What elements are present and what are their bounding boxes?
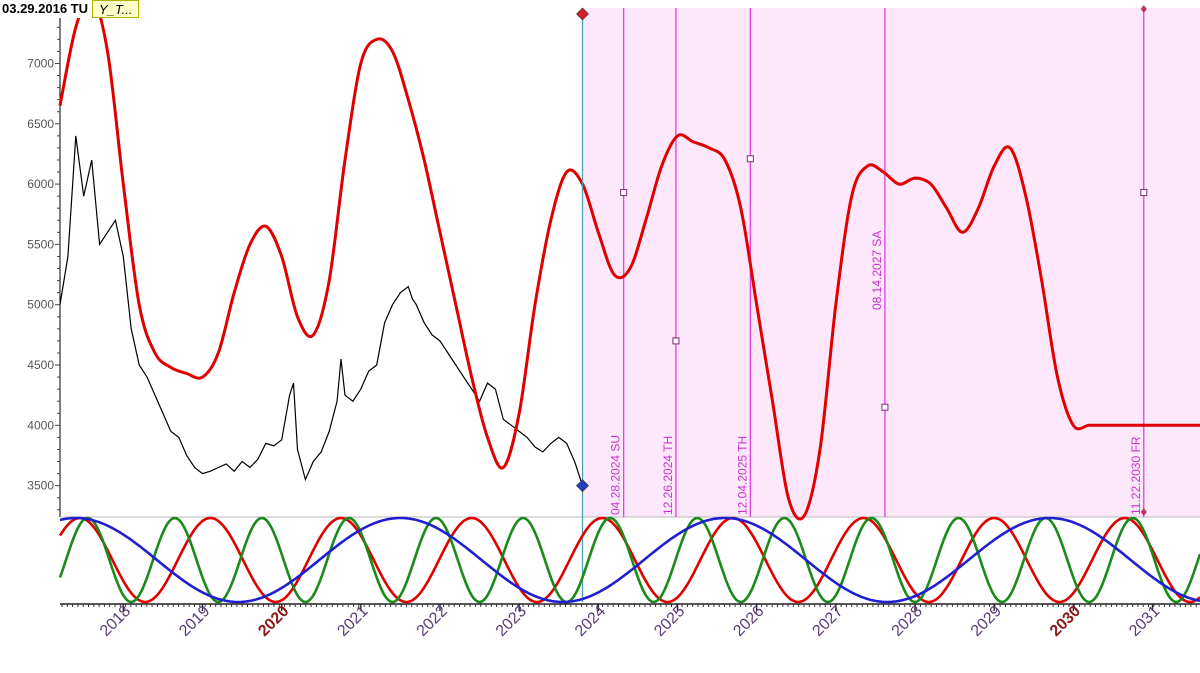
- y-axis-ticks: 3500 4000 4500 5000 5500 6000 6500 7000: [27, 56, 54, 492]
- price-series-line: [59, 135, 584, 486]
- x-tick-label: 2023: [493, 603, 530, 640]
- cycle-wave-green: [58, 516, 1200, 604]
- y-tick-label: 4000: [27, 418, 54, 432]
- cycle-wave-red: [58, 516, 1200, 604]
- y-tick-label: 3500: [27, 479, 54, 493]
- marker-end-diamond: [1140, 5, 1147, 13]
- y-tick-label: 6500: [27, 117, 54, 131]
- marker-label: 11.22.2030 FR: [1129, 436, 1143, 515]
- series-tag-label[interactable]: Y_T...: [92, 0, 140, 18]
- marker-label: 08.14.2027 SA: [870, 231, 884, 310]
- marker-end-diamond: [1140, 508, 1147, 516]
- x-tick-label: 2029: [968, 603, 1005, 640]
- x-axis-labels: 2018 2019 2020 2021 2022 2023 2024 2025 2026 2027…: [97, 603, 1163, 640]
- marker-labels: 04.28.2024 SU 12.26.2024 TH 12.04.2025 TH 0…: [609, 231, 1143, 515]
- x-tick-label: 2028: [889, 603, 926, 640]
- x-tick-label: 2024: [572, 603, 609, 640]
- cursor-diamonds: [576, 7, 589, 493]
- future-region-shade: [582, 8, 1200, 517]
- y-tick-label: 6000: [27, 177, 54, 191]
- cursor-diamond: [576, 7, 589, 21]
- cursor-diamond: [576, 479, 589, 493]
- cursor-date-label: 03.29.2016 TU: [0, 0, 91, 18]
- x-tick-label: 2018: [97, 603, 134, 640]
- y-tick-label: 5000: [27, 298, 54, 312]
- y-tick-label: 4500: [27, 358, 54, 372]
- marker-label: 04.28.2024 SU: [609, 435, 623, 515]
- x-tick-label: 2020: [255, 603, 292, 640]
- x-tick-label: 2026: [730, 603, 767, 640]
- x-tick-label: 2021: [334, 603, 371, 640]
- marker-point: [620, 189, 628, 197]
- x-tick-label: 2019: [176, 603, 213, 640]
- marker-label: 12.26.2024 TH: [661, 436, 675, 515]
- cycle-waves: [58, 516, 1200, 604]
- forecast-series-line: [58, 0, 1200, 521]
- x-tick-label: 2030: [1047, 603, 1084, 640]
- x-axis: [60, 603, 1200, 611]
- marker-point: [672, 337, 680, 345]
- marker-point: [746, 155, 754, 163]
- marker-label: 12.04.2025 TH: [735, 436, 749, 515]
- marker-point: [881, 403, 889, 411]
- x-tick-label: 2022: [414, 603, 451, 640]
- marker-points: [620, 5, 1148, 516]
- cycle-wave-blue: [59, 516, 1200, 604]
- x-tick-label: 2031: [1126, 603, 1163, 640]
- x-tick-label: 2025: [651, 603, 688, 640]
- marker-point: [1140, 189, 1148, 197]
- y-tick-label: 7000: [27, 56, 54, 70]
- y-tick-label: 5500: [27, 237, 54, 251]
- y-axis: [55, 8, 61, 517]
- x-tick-label: 2027: [809, 603, 846, 640]
